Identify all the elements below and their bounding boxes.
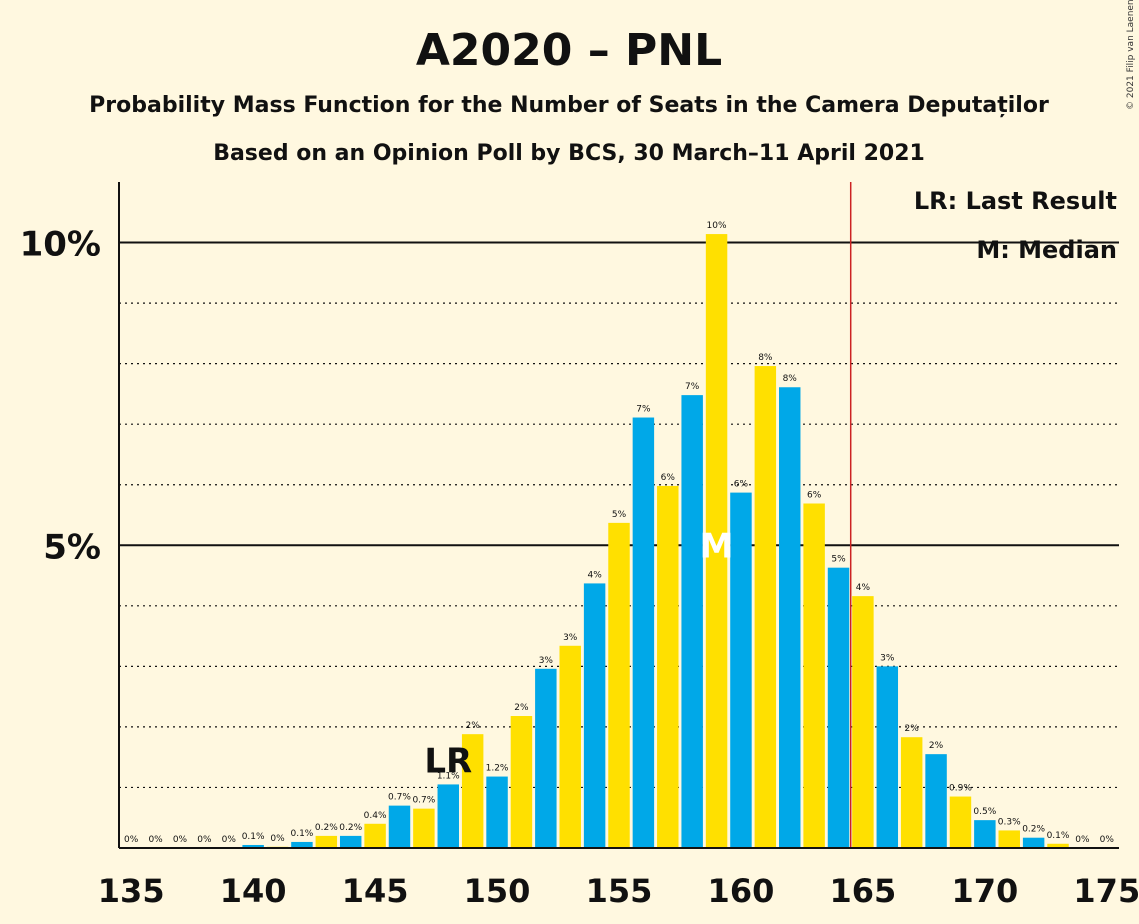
- bar-149: [461, 734, 484, 848]
- bar-160: [730, 492, 752, 848]
- bar-label-149: 2%: [466, 721, 481, 731]
- legend-median: M: Median: [976, 236, 1117, 264]
- bar-label-164: 5%: [831, 555, 846, 565]
- x-tick-label: 135: [98, 872, 165, 910]
- x-tick-label: 170: [951, 872, 1018, 910]
- x-tick-label: 165: [830, 872, 897, 910]
- bar-152: [535, 668, 557, 848]
- median-marker: M: [700, 526, 734, 566]
- bar-label-174: 0%: [1075, 835, 1090, 845]
- bar-label-151: 2%: [514, 703, 529, 713]
- bar-label-135: 0%: [124, 835, 139, 845]
- bar-label-165: 4%: [856, 583, 871, 593]
- y-tick-labels: 5% 10%: [20, 225, 101, 568]
- bar-158: [681, 395, 703, 848]
- bar-140: [242, 844, 264, 848]
- legend-last-result: LR: Last Result: [914, 187, 1117, 215]
- chart-subtitle: Probability Mass Function for the Number…: [89, 93, 1049, 118]
- bar-142: [291, 841, 313, 848]
- bar-label-148: 1.1%: [437, 771, 460, 781]
- bar-label-137: 0%: [173, 835, 188, 845]
- bar-label-159: 10%: [707, 221, 727, 231]
- bar-153: [559, 645, 581, 848]
- bar-label-157: 6%: [661, 473, 676, 483]
- bar-156: [632, 417, 655, 848]
- copyright-note: © 2021 Filip van Laenen: [1126, 0, 1136, 110]
- bar-label-146: 0.7%: [388, 793, 411, 803]
- bar-157: [657, 485, 679, 848]
- bar-label-158: 7%: [685, 382, 700, 392]
- bar-151: [510, 716, 533, 848]
- x-tick-label: 155: [586, 872, 653, 910]
- bar-145: [364, 823, 386, 848]
- bar-label-163: 6%: [807, 490, 822, 500]
- bar-171: [998, 830, 1020, 848]
- x-tick-labels: 135 140 145 150 155 160 165 170 175: [98, 872, 1139, 910]
- bar-label-172: 0.2%: [1022, 825, 1045, 835]
- bar-143: [315, 835, 338, 848]
- last-result-marker: LR: [424, 741, 472, 781]
- bar-label-144: 0.2%: [339, 823, 362, 833]
- bar-label-169: 0.9%: [949, 784, 972, 794]
- bar-165: [852, 596, 874, 848]
- bar-label-155: 5%: [612, 510, 627, 520]
- bar-label-139: 0%: [222, 835, 237, 845]
- bar-146: [388, 805, 411, 848]
- bar-167: [900, 737, 923, 848]
- bar-150: [486, 776, 508, 848]
- bar-147: [413, 808, 435, 848]
- bar-155: [608, 522, 630, 848]
- bar-154: [583, 583, 606, 848]
- bar-label-168: 2%: [929, 741, 944, 751]
- bar-164: [827, 567, 850, 848]
- bar-label-175: 0%: [1100, 835, 1115, 845]
- bar-172: [1022, 837, 1045, 848]
- bar-label-160: 6%: [734, 480, 749, 490]
- bar-label-153: 3%: [563, 633, 578, 643]
- bar-label-138: 0%: [197, 835, 212, 845]
- bar-label-142: 0.1%: [290, 829, 313, 839]
- bar-163: [803, 503, 825, 848]
- bar-label-150: 1.2%: [486, 764, 509, 774]
- bar-label-136: 0%: [148, 835, 163, 845]
- bar-148: [437, 784, 459, 848]
- bar-label-173: 0.1%: [1047, 831, 1070, 841]
- bar-159: [705, 234, 728, 848]
- bar-162: [779, 387, 801, 848]
- bar-label-140: 0.1%: [242, 832, 265, 842]
- bar-169: [949, 796, 972, 848]
- bar-label-162: 8%: [783, 374, 798, 384]
- bar-label-170: 0.5%: [973, 807, 996, 817]
- chart-subtitle-poll: Based on an Opinion Poll by BCS, 30 Marc…: [213, 141, 925, 166]
- bar-labels: 0% 0% 0% 0% 0% 0.1% 0% 0.1%0.2% 0.2%0.4%0.7% 0.7%…: [124, 221, 1114, 845]
- bar-168: [925, 754, 947, 848]
- bar-label-145: 0.4%: [364, 811, 387, 821]
- x-tick-label: 175: [1073, 872, 1139, 910]
- x-tick-label: 140: [220, 872, 287, 910]
- bar-label-143: 0.2%: [315, 823, 338, 833]
- x-tick-label: 150: [464, 872, 531, 910]
- x-tick-label: 160: [708, 872, 775, 910]
- bars: [242, 234, 1069, 848]
- bar-label-152: 3%: [539, 656, 554, 666]
- bar-label-167: 2%: [905, 724, 920, 734]
- bar-161: [754, 366, 777, 848]
- y-tick-label: 10%: [20, 225, 101, 265]
- bar-label-161: 8%: [758, 353, 773, 363]
- bar-label-171: 0.3%: [998, 817, 1021, 827]
- x-tick-label: 145: [342, 872, 409, 910]
- bar-173: [1047, 843, 1069, 848]
- bar-144: [339, 835, 362, 848]
- y-tick-label: 5%: [43, 527, 101, 567]
- bar-170: [974, 820, 996, 848]
- bar-label-166: 3%: [880, 653, 895, 663]
- bar-label-141: 0%: [270, 834, 285, 844]
- bar-label-147: 0.7%: [412, 796, 435, 806]
- bar-label-154: 4%: [587, 570, 602, 580]
- bar-166: [876, 666, 899, 848]
- chart-title: A2020 – PNL: [416, 25, 722, 76]
- bar-label-156: 7%: [636, 405, 651, 415]
